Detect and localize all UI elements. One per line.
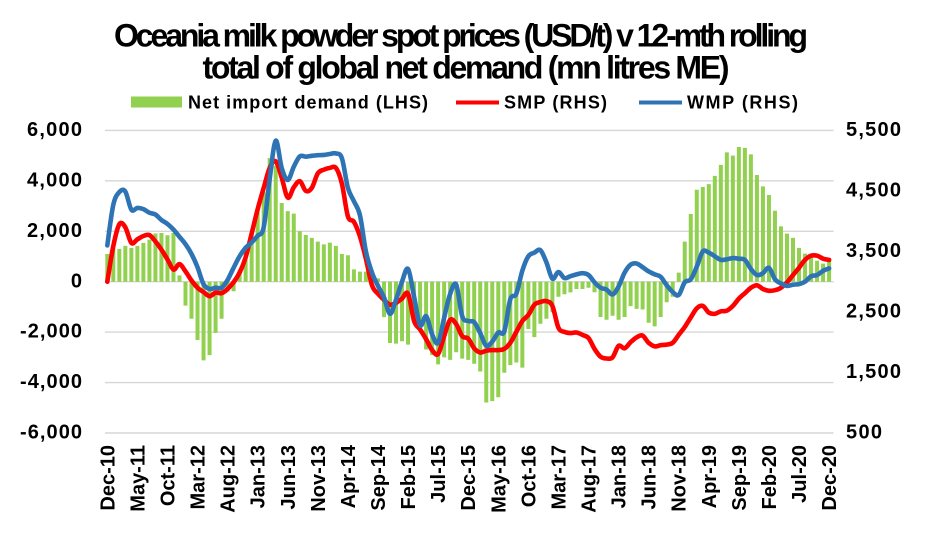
svg-text:Dec-20: Dec-20 [819, 445, 841, 511]
svg-text:Feb-20: Feb-20 [759, 445, 781, 509]
svg-text:May-16: May-16 [488, 445, 510, 513]
svg-text:Dec-10: Dec-10 [97, 445, 119, 511]
svg-text:Aug-12: Aug-12 [218, 445, 240, 513]
svg-text:SMP (RHS): SMP (RHS) [504, 93, 607, 113]
svg-text:Jan-18: Jan-18 [609, 445, 631, 508]
svg-text:Nov-13: Nov-13 [308, 445, 330, 512]
svg-text:4,000: 4,000 [27, 169, 82, 191]
svg-text:1,500: 1,500 [846, 361, 901, 383]
svg-text:-2,000: -2,000 [20, 321, 82, 343]
svg-text:total of global net demand (mn: total of global net demand (mn litres ME… [203, 50, 730, 86]
svg-text:6,000: 6,000 [27, 119, 82, 141]
svg-text:Jun-13: Jun-13 [278, 445, 300, 509]
svg-text:Apr-14: Apr-14 [338, 444, 360, 508]
svg-text:0: 0 [71, 270, 82, 292]
svg-text:Jun-18: Jun-18 [639, 445, 661, 509]
svg-text:Mar-12: Mar-12 [188, 445, 210, 509]
svg-text:Sep-14: Sep-14 [368, 444, 390, 510]
svg-text:3,500: 3,500 [846, 240, 901, 262]
svg-text:2,500: 2,500 [846, 301, 901, 323]
svg-text:Aug-17: Aug-17 [579, 445, 601, 513]
svg-text:Jan-13: Jan-13 [248, 445, 270, 508]
svg-text:Apr-19: Apr-19 [699, 445, 721, 508]
svg-text:-6,000: -6,000 [20, 422, 82, 444]
svg-text:500: 500 [846, 422, 882, 444]
svg-text:Feb-15: Feb-15 [398, 445, 420, 509]
svg-text:Jul-20: Jul-20 [789, 445, 811, 503]
svg-text:Sep-19: Sep-19 [729, 445, 751, 511]
svg-text:WMP (RHS): WMP (RHS) [687, 93, 798, 113]
svg-text:-4,000: -4,000 [20, 371, 82, 393]
svg-text:Nov-18: Nov-18 [669, 445, 691, 512]
svg-text:Mar-17: Mar-17 [548, 445, 570, 509]
svg-text:May-11: May-11 [127, 445, 149, 512]
svg-text:5,500: 5,500 [846, 119, 901, 141]
svg-text:Oceania milk powder spot price: Oceania milk powder spot prices (USD/t) … [114, 18, 808, 54]
svg-text:2,000: 2,000 [27, 220, 82, 242]
svg-text:Oct-11: Oct-11 [157, 445, 179, 506]
svg-text:Net import demand (LHS): Net import demand (LHS) [188, 93, 428, 113]
svg-text:Dec-15: Dec-15 [458, 445, 480, 511]
svg-text:4,500: 4,500 [846, 180, 901, 202]
svg-text:Jul-15: Jul-15 [428, 445, 450, 503]
svg-text:Oct-16: Oct-16 [518, 445, 540, 507]
